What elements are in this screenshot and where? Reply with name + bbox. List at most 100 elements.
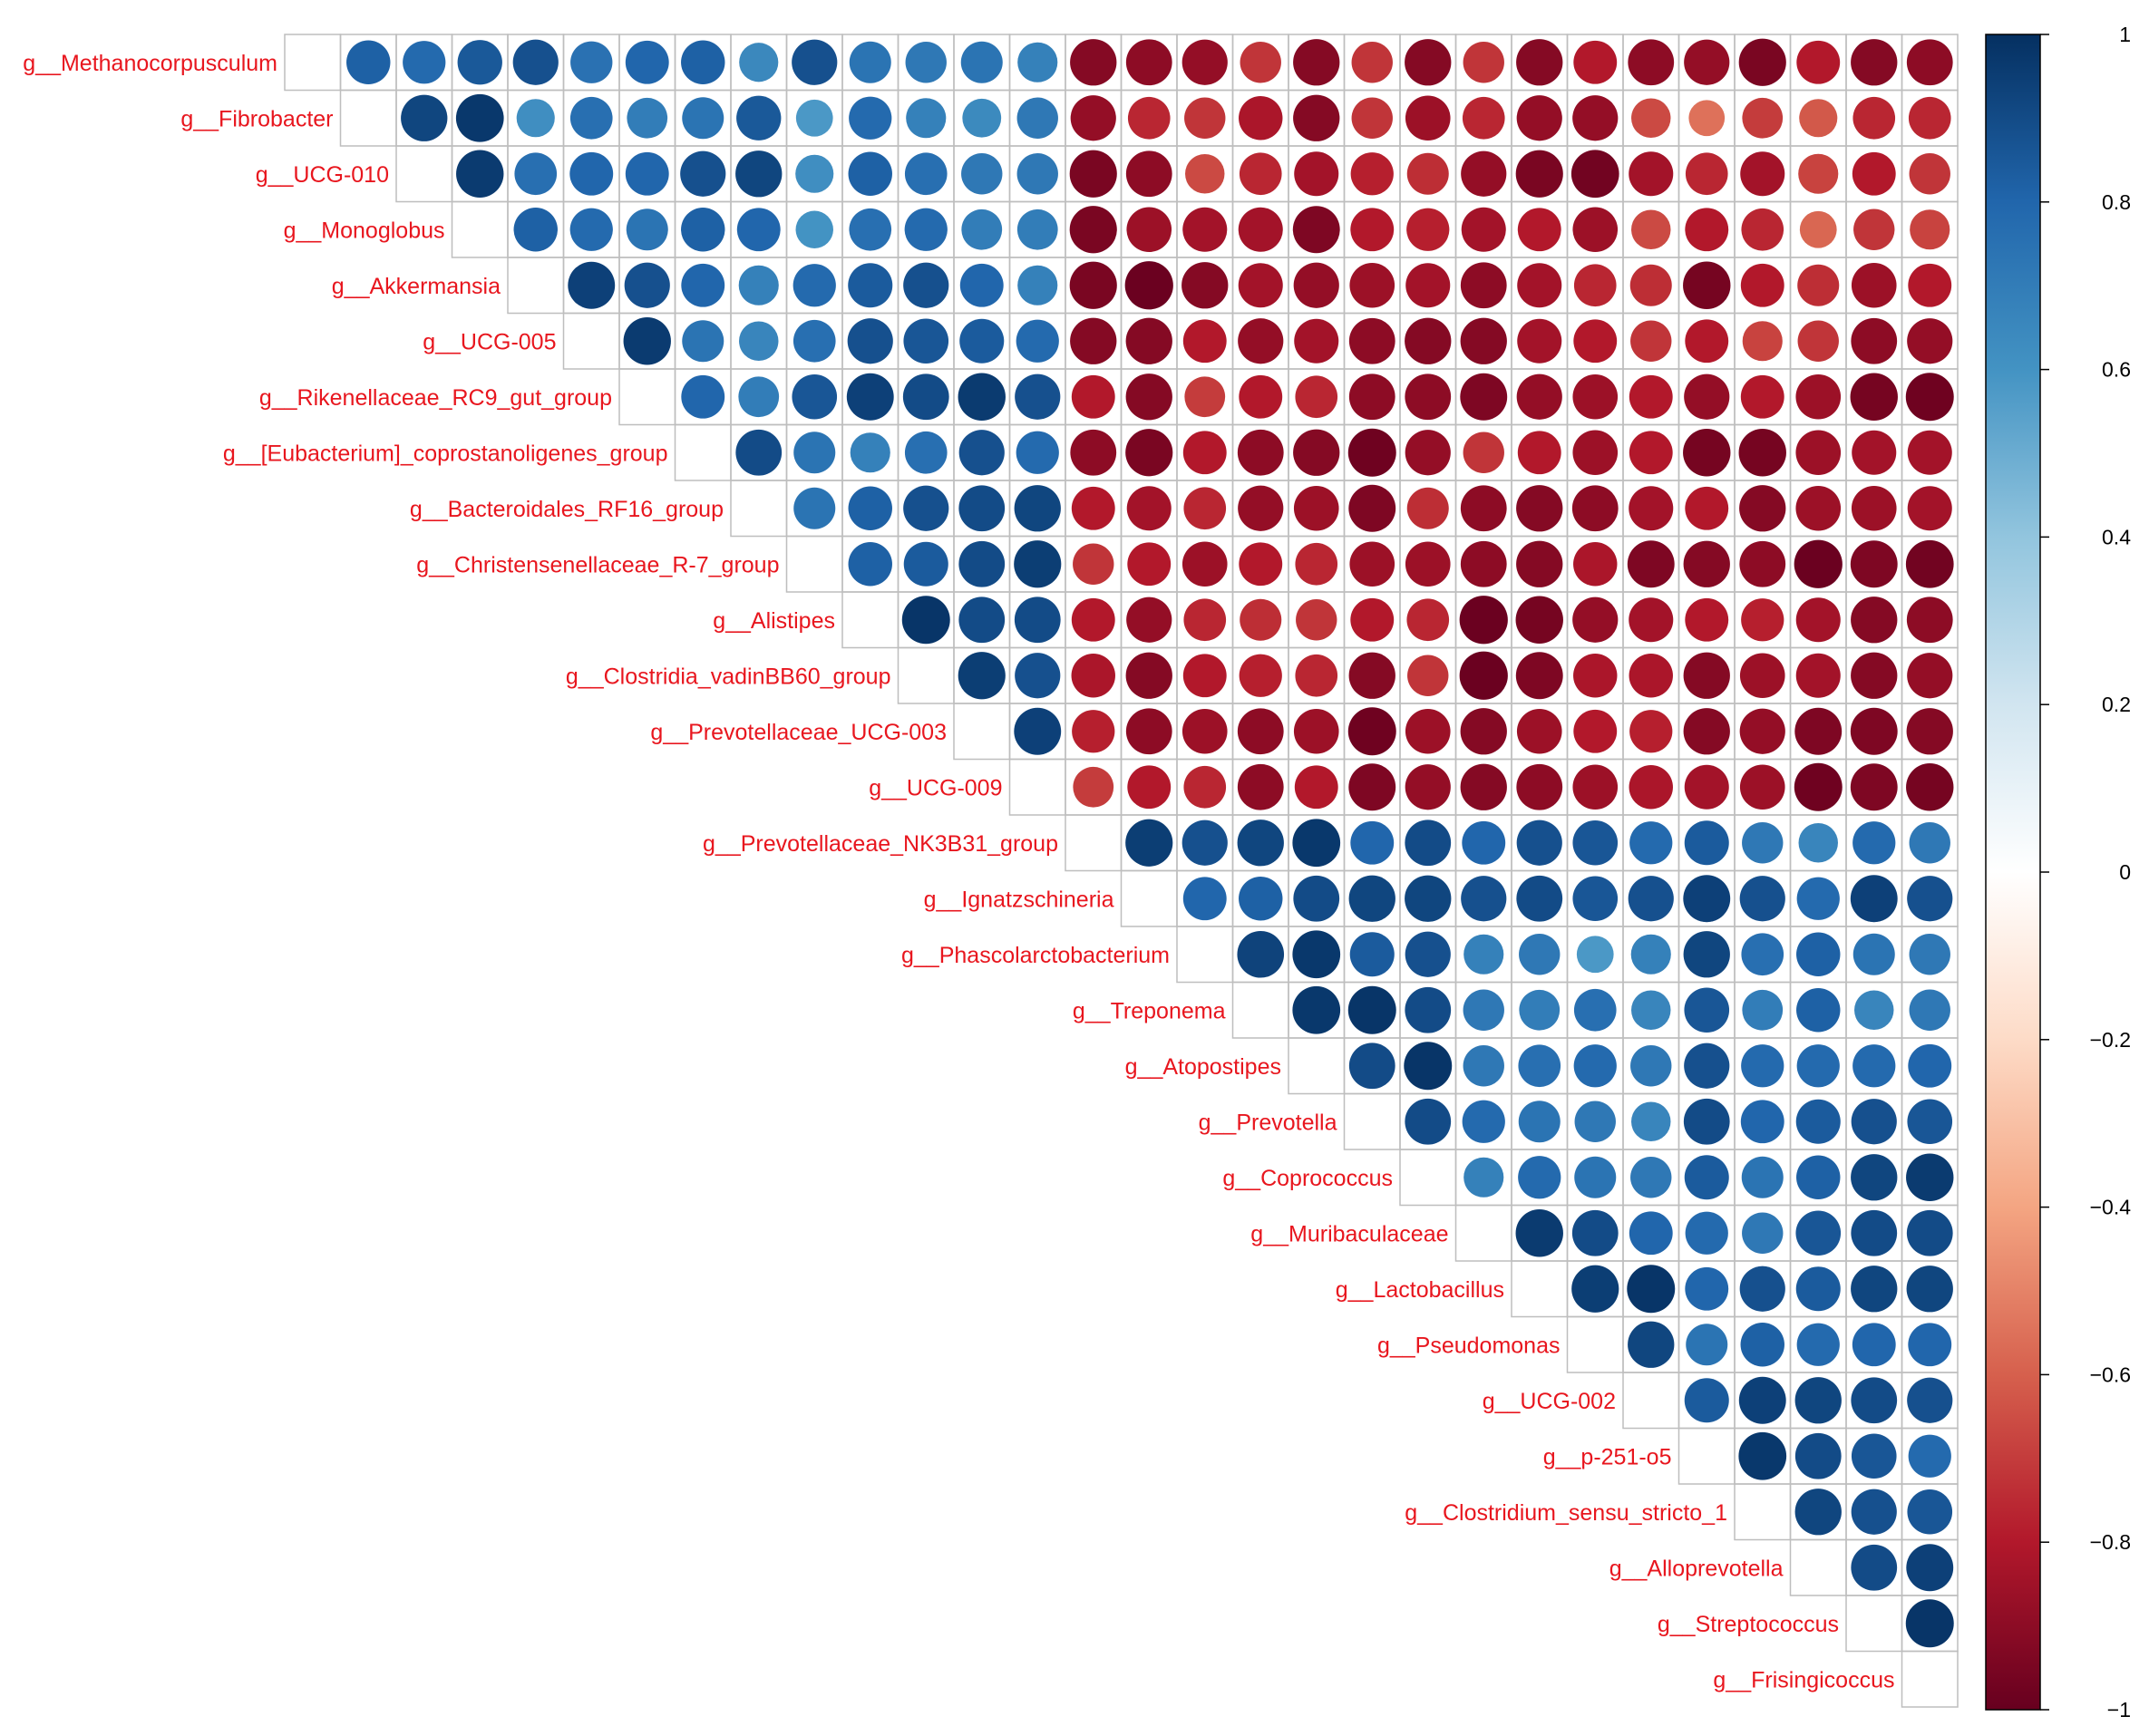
corr-circle-6-23 bbox=[1572, 373, 1619, 420]
grid-cell bbox=[1622, 1372, 1680, 1430]
corr-circle-10-13 bbox=[1014, 596, 1061, 644]
corr-circle-14-21 bbox=[1462, 820, 1506, 865]
corr-circle-9-29 bbox=[1905, 539, 1954, 588]
corr-circle-0-23 bbox=[1573, 40, 1618, 84]
corr-circle-16-20 bbox=[1405, 931, 1451, 977]
corr-circle-2-25 bbox=[1685, 152, 1728, 196]
grid-cell bbox=[1231, 981, 1289, 1039]
corr-circle-4-24 bbox=[1629, 264, 1672, 306]
corr-circle-14-18 bbox=[1292, 819, 1341, 868]
corr-circle-12-18 bbox=[1293, 708, 1339, 754]
row-label: g__Rikenellaceae_RC9_gut_group bbox=[259, 385, 612, 411]
corr-circle-13-29 bbox=[1906, 763, 1954, 811]
corr-circle-9-26 bbox=[1739, 540, 1786, 587]
corr-circle-0-29 bbox=[1906, 39, 1953, 86]
corr-circle-2-6 bbox=[625, 151, 669, 196]
corr-circle-1-14 bbox=[1070, 95, 1116, 141]
corr-circle-8-16 bbox=[1183, 487, 1227, 530]
corr-circle-18-27 bbox=[1796, 1044, 1840, 1088]
corr-circle-5-16 bbox=[1182, 319, 1227, 364]
colorbar-tick-label: −0.6 bbox=[2090, 1363, 2131, 1386]
corr-circle-4-22 bbox=[1517, 263, 1562, 308]
corr-circle-19-27 bbox=[1795, 1099, 1841, 1144]
corr-circle-2-11 bbox=[904, 152, 948, 196]
corr-circle-22-25 bbox=[1685, 1266, 1729, 1311]
corr-circle-6-10 bbox=[846, 373, 894, 421]
corr-circle-2-27 bbox=[1798, 153, 1839, 194]
corr-circle-25-26 bbox=[1738, 1431, 1787, 1480]
corr-circle-8-28 bbox=[1851, 485, 1897, 531]
corr-circle-15-17 bbox=[1239, 877, 1283, 921]
corr-circle-0-26 bbox=[1738, 38, 1786, 86]
corr-circle-13-14 bbox=[1073, 766, 1114, 808]
corr-circle-0-1 bbox=[346, 40, 391, 84]
corr-circle-7-17 bbox=[1237, 429, 1284, 476]
corr-circle-11-22 bbox=[1515, 652, 1563, 700]
corr-circle-22-26 bbox=[1739, 1266, 1785, 1312]
corr-circle-2-17 bbox=[1239, 152, 1282, 196]
grid-cell bbox=[730, 480, 788, 538]
corr-circle-0-19 bbox=[1351, 42, 1393, 83]
corr-circle-9-22 bbox=[1516, 540, 1563, 587]
corr-circle-5-17 bbox=[1238, 318, 1284, 364]
corr-circle-15-29 bbox=[1907, 876, 1953, 922]
corr-circle-18-25 bbox=[1684, 1043, 1730, 1089]
corr-circle-14-19 bbox=[1350, 820, 1395, 865]
corr-circle-7-26 bbox=[1738, 429, 1786, 477]
corr-circle-18-20 bbox=[1404, 1042, 1453, 1091]
corr-circle-17-29 bbox=[1909, 989, 1950, 1031]
corr-circle-12-24 bbox=[1629, 710, 1673, 753]
corr-circle-3-4 bbox=[513, 208, 558, 252]
corr-circle-10-16 bbox=[1183, 598, 1227, 642]
corr-circle-2-28 bbox=[1852, 151, 1896, 196]
corr-circle-23-29 bbox=[1908, 1323, 1952, 1367]
corr-circle-12-21 bbox=[1460, 708, 1507, 755]
corr-circle-8-10 bbox=[848, 486, 892, 530]
corr-circle-5-8 bbox=[739, 321, 779, 361]
corr-circle-0-4 bbox=[512, 39, 559, 85]
corr-circle-2-5 bbox=[569, 151, 614, 196]
corr-circle-2-29 bbox=[1909, 153, 1950, 195]
corr-circle-10-29 bbox=[1906, 596, 1953, 644]
corr-circle-4-8 bbox=[738, 265, 779, 305]
row-label: g__Fibrobacter bbox=[180, 106, 333, 131]
grid-cell bbox=[953, 703, 1011, 761]
corr-circle-9-13 bbox=[1014, 540, 1062, 588]
corr-circle-14-24 bbox=[1629, 821, 1673, 865]
corr-circle-6-7 bbox=[681, 374, 725, 419]
corr-circle-3-20 bbox=[1406, 208, 1450, 251]
corr-circle-20-27 bbox=[1796, 1155, 1841, 1199]
corr-circle-13-18 bbox=[1294, 765, 1338, 810]
row-label: g__Alistipes bbox=[713, 608, 835, 634]
corr-circle-9-10 bbox=[848, 542, 892, 587]
corr-circle-25-29 bbox=[1908, 1434, 1951, 1478]
corr-circle-1-24 bbox=[1631, 98, 1671, 138]
corr-circle-14-15 bbox=[1125, 819, 1173, 867]
corr-circle-11-15 bbox=[1125, 652, 1172, 699]
corr-circle-21-28 bbox=[1851, 1209, 1898, 1256]
corr-circle-8-21 bbox=[1460, 485, 1507, 532]
corr-circle-2-8 bbox=[735, 150, 783, 198]
corr-circle-10-26 bbox=[1741, 598, 1784, 642]
grid-cell bbox=[1454, 1204, 1512, 1262]
colorbar-tick-label: 0.6 bbox=[2102, 358, 2131, 382]
corr-circle-3-10 bbox=[849, 208, 892, 251]
corr-circle-16-28 bbox=[1852, 933, 1895, 975]
corr-circle-9-20 bbox=[1405, 541, 1451, 587]
corr-circle-9-19 bbox=[1349, 541, 1395, 587]
row-label: g__Monoglobus bbox=[284, 218, 445, 243]
corr-circle-15-23 bbox=[1572, 876, 1619, 922]
corr-circle-26-29 bbox=[1907, 1489, 1953, 1535]
corr-circle-0-12 bbox=[960, 41, 1003, 83]
corr-circle-22-27 bbox=[1795, 1266, 1841, 1312]
corr-circle-15-28 bbox=[1850, 875, 1898, 923]
corr-circle-2-16 bbox=[1185, 154, 1225, 194]
corr-circle-14-29 bbox=[1909, 822, 1950, 864]
corr-circle-3-5 bbox=[569, 208, 613, 251]
corr-circle-2-13 bbox=[1016, 153, 1058, 195]
corr-circle-5-28 bbox=[1851, 317, 1898, 364]
grid-cell bbox=[1120, 869, 1178, 927]
corr-circle-16-21 bbox=[1463, 934, 1504, 975]
corr-circle-7-14 bbox=[1070, 429, 1117, 476]
corr-circle-9-12 bbox=[958, 540, 1006, 587]
